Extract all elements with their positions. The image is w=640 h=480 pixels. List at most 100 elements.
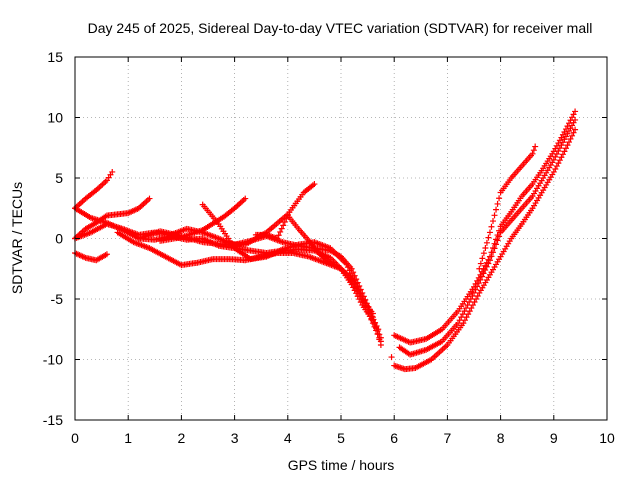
data-point bbox=[496, 195, 503, 202]
y-tick-label: 15 bbox=[47, 49, 63, 65]
data-point bbox=[493, 206, 500, 213]
y-tick-label: -5 bbox=[51, 291, 64, 307]
data-point bbox=[480, 250, 487, 257]
data-point bbox=[109, 168, 116, 175]
y-tick-label: -10 bbox=[43, 352, 63, 368]
data-point bbox=[494, 237, 501, 244]
data-point bbox=[346, 267, 353, 274]
series-arc-1 bbox=[72, 168, 116, 212]
data-point bbox=[363, 306, 370, 313]
data-point bbox=[480, 270, 487, 277]
data-point bbox=[572, 116, 579, 123]
data-point bbox=[344, 264, 351, 271]
series-arc-9 bbox=[135, 181, 318, 248]
data-point bbox=[473, 296, 480, 302]
data-point bbox=[467, 296, 474, 302]
data-point bbox=[242, 195, 249, 202]
data-point bbox=[486, 229, 493, 236]
data-point bbox=[491, 245, 498, 252]
data-point bbox=[464, 302, 471, 309]
data-point bbox=[494, 200, 501, 207]
data-point bbox=[469, 302, 476, 309]
data-point bbox=[368, 316, 375, 323]
data-point bbox=[485, 260, 492, 267]
data-point bbox=[365, 309, 372, 316]
data-point bbox=[483, 263, 490, 270]
data-point bbox=[570, 129, 577, 136]
data-point bbox=[485, 234, 492, 241]
series-arc-10 bbox=[252, 212, 384, 345]
plot-frame bbox=[74, 56, 608, 421]
data-point bbox=[455, 320, 462, 327]
y-tick-label: 0 bbox=[55, 231, 63, 247]
data-point bbox=[569, 132, 576, 139]
series-arc-2 bbox=[72, 195, 153, 242]
data-point bbox=[562, 145, 569, 152]
data-point bbox=[479, 255, 486, 262]
data-point bbox=[275, 232, 282, 239]
series-arc-14 bbox=[476, 143, 539, 272]
chart-title: Day 245 of 2025, Sidereal Day-to-day VTE… bbox=[88, 20, 593, 36]
data-point bbox=[472, 286, 479, 293]
series-arc-15 bbox=[388, 354, 395, 361]
data-point bbox=[483, 239, 490, 246]
x-tick-label: 4 bbox=[284, 430, 292, 446]
data-point bbox=[564, 142, 571, 149]
data-point bbox=[377, 338, 384, 345]
data-point bbox=[486, 257, 493, 264]
data-point bbox=[465, 311, 472, 318]
data-point bbox=[366, 313, 373, 320]
data-point bbox=[461, 308, 468, 315]
data-point bbox=[359, 296, 366, 302]
data-point bbox=[482, 267, 489, 274]
data-point bbox=[388, 354, 395, 361]
data-point bbox=[103, 251, 110, 258]
x-tick-label: 1 bbox=[124, 430, 132, 446]
x-tick-label: 3 bbox=[231, 430, 239, 446]
data-point bbox=[281, 219, 288, 226]
data-point bbox=[572, 126, 579, 133]
axis-ticks: 0 1 2 3 4 5 6 7 8 9 10 15 10 5 0 -5 -10 -15 bbox=[43, 49, 615, 446]
data-point bbox=[476, 265, 483, 272]
y-tick-label: 5 bbox=[55, 170, 63, 186]
data-point bbox=[471, 299, 478, 306]
data-point bbox=[277, 228, 284, 235]
data-point bbox=[572, 108, 579, 115]
x-tick-label: 6 bbox=[390, 430, 398, 446]
data-point bbox=[360, 299, 367, 306]
data-point bbox=[482, 245, 489, 252]
data-point bbox=[376, 334, 383, 341]
data-point bbox=[488, 223, 495, 230]
data-point bbox=[469, 292, 476, 299]
data-point bbox=[561, 148, 568, 155]
series-arc-5 bbox=[72, 250, 110, 264]
x-axis-label: GPS time / hours bbox=[288, 457, 395, 473]
x-tick-label: 0 bbox=[71, 430, 79, 446]
data-point bbox=[477, 276, 484, 283]
x-tick-label: 2 bbox=[178, 430, 186, 446]
data-point bbox=[374, 331, 381, 338]
data-point bbox=[369, 310, 376, 317]
data-point bbox=[461, 317, 468, 324]
data-point bbox=[493, 241, 500, 248]
data-point bbox=[566, 139, 572, 146]
data-point bbox=[468, 305, 475, 312]
data-point bbox=[343, 260, 350, 267]
data-point bbox=[463, 305, 470, 312]
data-point bbox=[311, 181, 318, 188]
data-point bbox=[477, 260, 484, 267]
data-point bbox=[362, 302, 369, 309]
data-point bbox=[278, 225, 285, 232]
y-tick-label: -15 bbox=[43, 412, 63, 428]
series-arc-11 bbox=[391, 108, 579, 346]
data-point bbox=[456, 317, 463, 324]
x-tick-label: 10 bbox=[599, 430, 615, 446]
y-tick-label: 10 bbox=[47, 110, 63, 126]
data-point bbox=[460, 320, 467, 327]
data-point bbox=[488, 253, 495, 260]
data-point bbox=[532, 143, 539, 150]
data-point bbox=[490, 218, 496, 225]
data-point bbox=[369, 320, 376, 327]
data-point bbox=[529, 150, 536, 157]
data-point bbox=[567, 135, 574, 142]
